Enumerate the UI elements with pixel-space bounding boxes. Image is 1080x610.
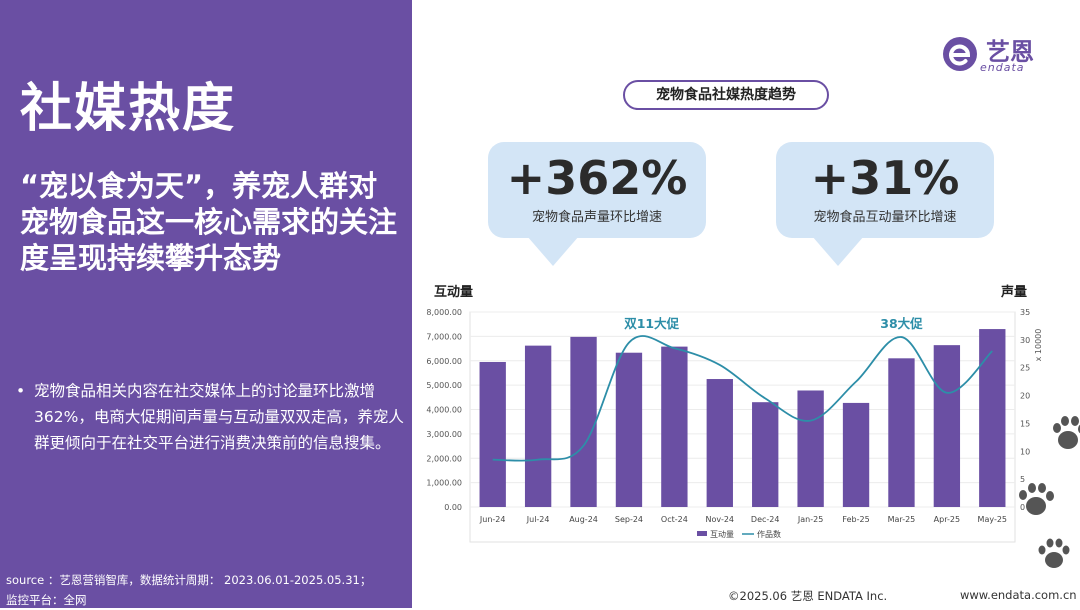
bar-Sep-24 xyxy=(615,352,643,507)
bar-Dec-24 xyxy=(752,402,779,507)
bullet-text: 宠物食品相关内容在社交媒体上的讨论量环比激增362%，电商大促期间声量与互动量双… xyxy=(34,382,404,452)
y-left-tick-label: 5,000.00 xyxy=(426,381,462,390)
bar-Mar-25 xyxy=(888,358,915,507)
logo-mark-icon xyxy=(943,37,977,71)
x-tick-label: Apr-25 xyxy=(934,515,960,524)
y-right-tick-label: 20 xyxy=(1020,392,1030,401)
headline: “宠以食为天”，养宠人群对宠物食品这一核心需求的关注度呈现持续攀升态势 xyxy=(20,169,398,275)
y-right-tick-label: 15 xyxy=(1020,419,1030,428)
x-tick-label: Jun-24 xyxy=(479,515,506,524)
bar-Jan-25 xyxy=(797,390,824,507)
legend-label: 作品数 xyxy=(757,529,781,539)
kpi-bubble-tail xyxy=(812,236,864,266)
x-tick-label: Sep-24 xyxy=(615,515,643,524)
paw-print-icon xyxy=(1038,538,1070,568)
right-axis-unit: x 10000 xyxy=(1034,329,1043,362)
y-left-tick-label: 2,000.00 xyxy=(426,454,462,463)
kpi-value: +31% xyxy=(810,151,960,205)
y-right-tick-label: 10 xyxy=(1020,447,1030,456)
left-axis-title: 互动量 xyxy=(434,285,474,300)
x-tick-label: May-25 xyxy=(978,515,1007,524)
x-tick-label: Aug-24 xyxy=(569,515,598,524)
bar-May-25 xyxy=(979,329,1006,507)
kpi-value: +362% xyxy=(506,151,688,205)
x-tick-label: Dec-24 xyxy=(751,515,780,524)
y-left-tick-label: 7,000.00 xyxy=(426,332,462,341)
bar-Apr-25 xyxy=(933,345,961,507)
logo-text-en: endata xyxy=(980,61,1025,74)
bar-Aug-24 xyxy=(570,336,597,507)
y-left-tick-label: 4,000.00 xyxy=(426,406,462,415)
y-right-tick-label: 35 xyxy=(1020,308,1030,317)
y-right-tick-label: 25 xyxy=(1020,364,1030,373)
legend-label: 互动量 xyxy=(710,529,734,539)
kpi-label: 宠物食品互动量环比增速 xyxy=(813,210,957,225)
bar-Jun-24 xyxy=(479,361,506,507)
bar-Jul-24 xyxy=(524,345,552,507)
line-series-作品数 xyxy=(492,335,993,462)
right-axis-title: 声量 xyxy=(1001,285,1028,300)
kpi-label: 宠物食品声量环比增速 xyxy=(531,210,662,225)
x-tick-label: Jan-25 xyxy=(797,515,823,524)
bullet-item: • 宠物食品相关内容在社交媒体上的讨论量环比激增362%，电商大促期间声量与互动… xyxy=(16,378,406,456)
legend-swatch-bar xyxy=(697,531,707,536)
x-tick-label: Jul-24 xyxy=(526,515,550,524)
bar-Nov-24 xyxy=(706,379,733,507)
annotation-label: 双11大促 xyxy=(623,316,679,331)
y-left-tick-label: 6,000.00 xyxy=(426,357,462,366)
y-left-tick-label: 8,000.00 xyxy=(426,308,462,317)
page-title: 社媒热度 xyxy=(20,79,237,139)
logo-text-cn: 艺恩 xyxy=(986,38,1034,66)
paw-print-icon xyxy=(1019,483,1054,515)
website-url: www.endata.com.cn xyxy=(960,588,1077,602)
kpi-bubble-volume: +362% 宠物食品声量环比增速 xyxy=(488,142,706,238)
source-note: source ：艺恩营销智库，数据统计周期： 2023.06.01-2025.0… xyxy=(6,570,406,610)
platform-line: 监控平台：全网 xyxy=(6,593,87,607)
bar-Oct-24 xyxy=(661,346,688,507)
bullet-dot-icon: • xyxy=(16,382,26,400)
x-tick-label: Feb-25 xyxy=(842,515,869,524)
y-right-tick-label: 30 xyxy=(1020,336,1030,345)
bar-Feb-25 xyxy=(842,402,870,507)
y-left-tick-label: 1,000.00 xyxy=(426,479,462,488)
copyright: ©2025.06 艺恩 ENDATA Inc. xyxy=(728,589,888,603)
x-tick-label: Oct-24 xyxy=(661,515,688,524)
source-line: source ：艺恩营销智库，数据统计周期： 2023.06.01-2025.0… xyxy=(6,573,372,587)
chart-frame xyxy=(469,311,1016,543)
y-left-tick-label: 3,000.00 xyxy=(426,430,462,439)
left-panel: 社媒热度 “宠以食为天”，养宠人群对宠物食品这一核心需求的关注度呈现持续攀升态势… xyxy=(0,0,412,608)
x-tick-label: Mar-25 xyxy=(888,515,916,524)
kpi-bubble-interaction: +31% 宠物食品互动量环比增速 xyxy=(776,142,994,238)
annotation-label: 38大促 xyxy=(880,316,923,331)
endata-logo: 艺恩 endata xyxy=(940,32,1052,76)
chart-title: 宠物食品社媒热度趋势 xyxy=(623,80,829,110)
y-left-tick-label: 0.00 xyxy=(444,503,462,512)
x-tick-label: Nov-24 xyxy=(706,515,734,524)
kpi-bubble-tail xyxy=(527,236,579,266)
paw-print-icon xyxy=(1053,416,1080,449)
